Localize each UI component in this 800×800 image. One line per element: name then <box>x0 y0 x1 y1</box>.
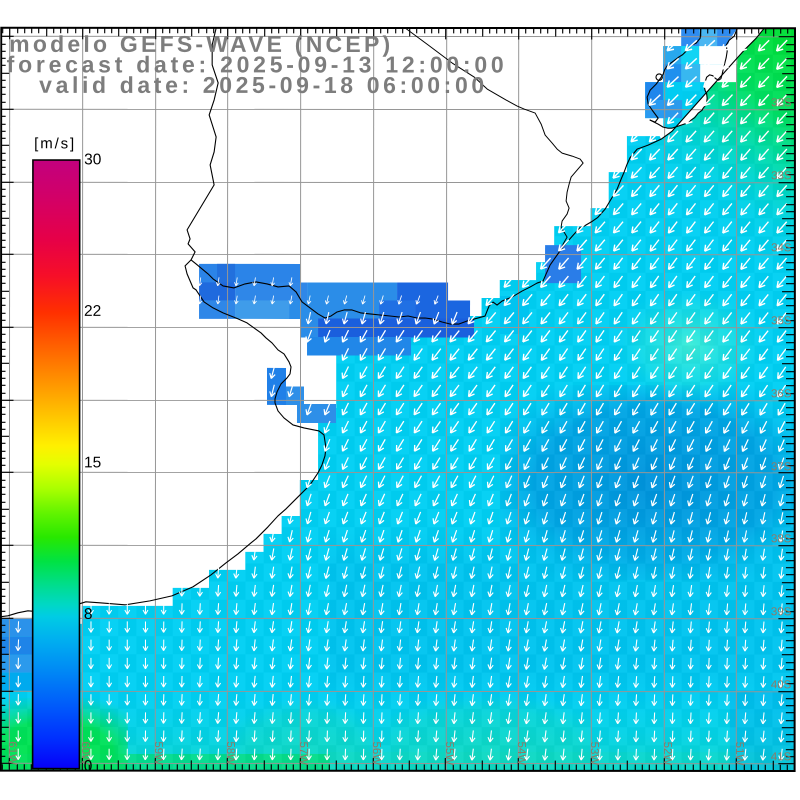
svg-text:15: 15 <box>84 454 101 471</box>
svg-text:53W: 53W <box>588 742 600 766</box>
svg-text:37S: 37S <box>771 461 792 473</box>
svg-text:forecast date: 2025-09-13 12:0: forecast date: 2025-09-13 12:00:00 <box>7 51 504 77</box>
svg-text:30: 30 <box>84 151 102 168</box>
svg-text:59W: 59W <box>152 741 164 765</box>
svg-text:33S: 33S <box>771 170 792 182</box>
svg-text:35S: 35S <box>771 315 792 327</box>
svg-text:51W: 51W <box>733 742 745 766</box>
svg-text:39S: 39S <box>771 606 792 618</box>
svg-text:52W: 52W <box>661 742 673 766</box>
svg-text:58W: 58W <box>224 741 236 765</box>
svg-text:34S: 34S <box>771 242 792 254</box>
svg-text:61W: 61W <box>6 741 18 765</box>
svg-text:32S: 32S <box>771 97 792 109</box>
svg-text:40S: 40S <box>771 679 792 691</box>
svg-text:0: 0 <box>84 758 93 775</box>
svg-text:57W: 57W <box>297 741 309 765</box>
svg-text:41S: 41S <box>771 751 792 763</box>
svg-text:54W: 54W <box>515 742 527 766</box>
svg-text:22: 22 <box>84 303 101 320</box>
svg-text:modelo GEFS-WAVE (NCEP): modelo GEFS-WAVE (NCEP) <box>9 31 390 57</box>
svg-text:55W: 55W <box>443 742 455 766</box>
svg-text:38S: 38S <box>771 533 792 545</box>
svg-text:valid date: 2025-09-18 06:00:0: valid date: 2025-09-18 06:00:00 <box>39 72 484 98</box>
svg-text:60W: 60W <box>79 741 91 765</box>
svg-text:36S: 36S <box>771 388 792 400</box>
svg-text:56W: 56W <box>370 741 382 765</box>
svg-text:[m/s]: [m/s] <box>34 135 76 152</box>
svg-text:8: 8 <box>84 606 93 623</box>
